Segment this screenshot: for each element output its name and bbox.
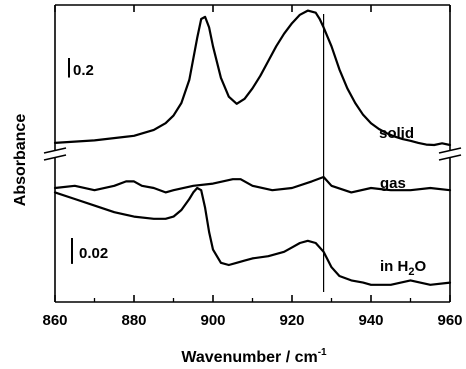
- x-axis-tick-labels: 860 880 900 920 940 960: [42, 312, 462, 329]
- axis-break-left: [43, 147, 67, 161]
- solid-label: solid: [379, 125, 414, 142]
- x-axis-title: Wavenumber / cm-1: [181, 347, 327, 366]
- in-h2o-label-main: in H: [380, 258, 408, 275]
- gas-label: gas: [380, 175, 406, 192]
- plot-frame: [54, 4, 451, 303]
- axis-break-right: [438, 147, 462, 161]
- x-axis-ticks: [54, 5, 451, 302]
- y-axis-title: Absorbance: [12, 114, 29, 207]
- series-lines: [53, 9, 452, 286]
- scale-bar-upper-label: 0.2: [73, 62, 94, 79]
- in-h2o-label-sub: 2: [408, 266, 414, 278]
- in-h2o-label-tail: O: [414, 258, 426, 275]
- x-tick-label-940: 940: [358, 312, 383, 329]
- series-line-gas: [53, 175, 452, 194]
- x-tick-label-960: 960: [437, 312, 462, 329]
- x-tick-label-900: 900: [200, 312, 225, 329]
- x-tick-label-860: 860: [42, 312, 67, 329]
- scale-bar-lower-label: 0.02: [79, 245, 108, 262]
- x-axis-title-main: Wavenumber / cm: [181, 349, 317, 366]
- series-line-solid: [53, 9, 452, 147]
- x-axis-title-sup: -1: [318, 347, 327, 358]
- series-line-in-h2o: [53, 186, 452, 286]
- in-h2o-label: in H2O: [380, 258, 426, 278]
- x-tick-label-880: 880: [121, 312, 146, 329]
- x-tick-label-920: 920: [279, 312, 304, 329]
